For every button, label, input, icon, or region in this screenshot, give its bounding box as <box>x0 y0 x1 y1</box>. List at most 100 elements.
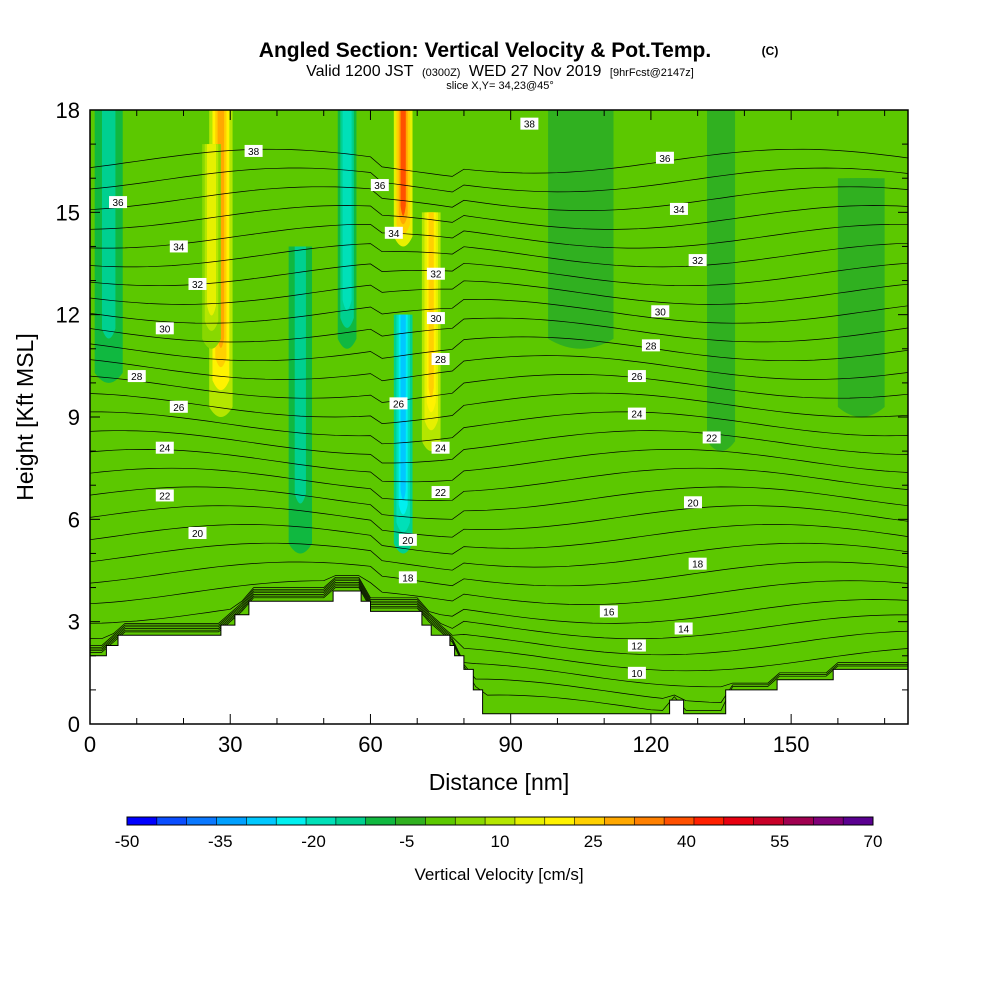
theta-contour-31 <box>90 317 908 343</box>
colorbar-swatch-23 <box>813 817 844 825</box>
svg-text:32: 32 <box>192 280 204 291</box>
svg-text:34: 34 <box>673 205 685 216</box>
svg-text:34: 34 <box>388 229 400 240</box>
colorbar-swatch-20 <box>723 817 755 825</box>
colorbar: -50 -35 -20 -5 10 25 40 55 70 <box>115 816 882 851</box>
theta-contour-16 <box>90 576 908 624</box>
colorbar-swatch-11 <box>455 817 486 825</box>
contour-label-25: 22 <box>702 431 721 444</box>
contour-label-32: 14 <box>674 622 693 635</box>
colorbar-swatch-19 <box>693 817 725 825</box>
contour-label-11: 30 <box>155 322 174 335</box>
copyright-mark: (C) <box>762 44 779 58</box>
theta-contour-28 <box>90 374 908 403</box>
colorbar-swatch-2 <box>186 817 218 825</box>
colorbar-swatch-24 <box>843 817 874 825</box>
colorbar-swatch-15 <box>574 817 605 825</box>
svg-text:14: 14 <box>678 624 690 635</box>
theta-contour-21 <box>90 505 908 538</box>
contour-label-15: 28 <box>431 353 450 366</box>
contour-label-2: 36 <box>109 196 128 209</box>
theta-contour-11 <box>90 585 908 703</box>
colorbar-swatch-0 <box>127 817 158 825</box>
contour-label-12: 30 <box>426 312 445 325</box>
chart-subtitle: Valid 1200 JST (0300Z) WED 27 Nov 2019 [… <box>306 63 694 80</box>
y-tick-label-5: 15 <box>56 200 80 225</box>
colorbar-tick-label-1: -35 <box>208 832 233 851</box>
svg-text:26: 26 <box>393 399 405 410</box>
theta-contour-23 <box>90 467 908 501</box>
theta-contour-27 <box>90 392 908 424</box>
y-tick-label-2: 6 <box>68 507 80 532</box>
theta-contour-36 <box>90 223 908 249</box>
svg-text:20: 20 <box>402 536 414 547</box>
colorbar-title: Vertical Velocity [cm/s] <box>414 865 583 884</box>
contour-label-3: 36 <box>370 179 389 192</box>
colorbar-tick-label-4: 10 <box>491 832 510 851</box>
theta-contour-24 <box>90 449 908 483</box>
velocity-band-7-3 <box>428 212 434 398</box>
svg-text:36: 36 <box>112 198 124 209</box>
slice-info: slice X,Y= 34,23@45° <box>446 80 554 92</box>
theta-contour-38 <box>90 186 908 211</box>
colorbar-swatch-1 <box>156 817 188 825</box>
svg-text:26: 26 <box>173 403 185 414</box>
colorbar-swatch-5 <box>276 817 307 825</box>
forecast-info: [9hrFcst@2147z] <box>610 67 694 79</box>
contour-label-1: 38 <box>520 117 539 131</box>
x-axis: 0 30 60 90 120 150 <box>84 110 886 757</box>
colorbar-tick-label-6: 40 <box>677 832 696 851</box>
colorbar-swatch-17 <box>634 817 665 825</box>
svg-text:22: 22 <box>159 491 171 502</box>
svg-text:20: 20 <box>687 498 699 509</box>
svg-text:18: 18 <box>402 573 414 584</box>
valid-utc: (0300Z) <box>422 67 461 79</box>
contour-labels: 38 38 36 36 36 34 34 34 32 32 32 30 30 30 28 28 28 26 26 26… <box>109 117 721 680</box>
svg-text:36: 36 <box>374 181 386 192</box>
y-tick-label-6: 18 <box>56 98 80 123</box>
contour-label-21: 24 <box>431 441 450 455</box>
colorbar-swatch-16 <box>604 817 635 825</box>
theta-contour-29 <box>90 355 908 382</box>
svg-text:12: 12 <box>631 642 643 653</box>
x-tick-label-3: 90 <box>498 732 522 757</box>
svg-text:10: 10 <box>631 669 643 680</box>
colorbar-tick-label-5: 25 <box>584 832 603 851</box>
theta-contour-14 <box>90 580 908 656</box>
colorbar-swatch-9 <box>395 817 426 825</box>
svg-text:32: 32 <box>692 256 704 267</box>
y-tick-label-0: 0 <box>68 712 80 737</box>
contour-label-10: 32 <box>688 254 707 267</box>
svg-text:32: 32 <box>430 270 442 281</box>
contour-label-19: 26 <box>627 370 646 383</box>
contour-label-23: 22 <box>155 489 174 502</box>
velocity-band-0-3 <box>104 110 113 322</box>
contour-label-24: 22 <box>431 486 450 499</box>
contour-label-14: 28 <box>127 370 146 383</box>
svg-text:24: 24 <box>435 444 447 455</box>
contour-label-13: 30 <box>651 305 670 318</box>
svg-text:16: 16 <box>603 607 615 618</box>
colorbar-swatch-7 <box>335 817 367 825</box>
contour-label-8: 32 <box>188 277 207 291</box>
svg-text:18: 18 <box>692 560 704 571</box>
colorbar-tick-label-3: -5 <box>399 832 414 851</box>
contour-label-7: 34 <box>669 202 688 216</box>
theta-contour-35 <box>90 242 908 268</box>
valid-date: WED 27 Nov 2019 <box>469 63 602 80</box>
contour-label-0: 38 <box>244 144 263 158</box>
x-axis-title: Distance [nm] <box>429 769 570 795</box>
svg-text:30: 30 <box>159 324 171 335</box>
colorbar-swatch-3 <box>216 817 247 825</box>
contour-label-31: 16 <box>599 605 618 618</box>
contour-label-4: 36 <box>655 151 674 165</box>
colorbar-swatch-8 <box>365 817 397 825</box>
theta-contour-30 <box>90 336 908 362</box>
colorbar-swatch-4 <box>246 817 277 825</box>
velocity-band-8-3 <box>571 110 590 296</box>
contour-label-28: 20 <box>683 496 702 509</box>
x-tick-label-5: 150 <box>773 732 810 757</box>
svg-text:24: 24 <box>631 410 643 421</box>
